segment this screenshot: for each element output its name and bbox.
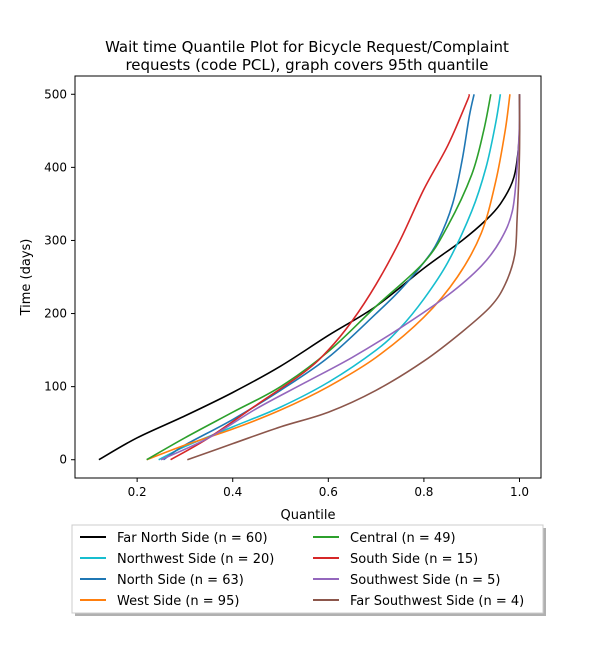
x-axis-ticks: 0.2 0.4 0.6 0.8 1.0 — [128, 478, 529, 499]
y-tick-label: 400 — [44, 160, 67, 174]
plot-lines — [98, 94, 521, 461]
legend-label: Southwest Side (n = 5) — [350, 573, 500, 588]
y-tick-label: 300 — [44, 233, 67, 247]
y-axis-ticks: 0 100 200 300 400 500 — [44, 87, 75, 467]
chart-title-line2: requests (code PCL), graph covers 95th q… — [125, 56, 488, 74]
y-tick-label: 0 — [59, 453, 67, 467]
legend-label: Far North Side (n = 60) — [117, 531, 268, 546]
series-line-4 — [146, 94, 492, 461]
y-tick-label: 200 — [44, 307, 67, 321]
legend-box — [71, 524, 544, 614]
plot-frame — [74, 75, 542, 479]
series-line-5 — [170, 94, 471, 461]
y-axis-label: Time (days) — [19, 239, 34, 317]
legend-label: Northwest Side (n = 20) — [117, 552, 274, 567]
y-tick-label: 500 — [44, 87, 67, 101]
series-line-1 — [158, 94, 502, 461]
legend-label: North Side (n = 63) — [117, 573, 244, 588]
series-line-0 — [98, 94, 521, 461]
legend-label: Far Southwest Side (n = 4) — [350, 594, 524, 609]
legend-items: Far North Side (n = 60) Northwest Side (n… — [80, 531, 524, 609]
chart-title-line1: Wait time Quantile Plot for Bicycle Requ… — [105, 38, 509, 56]
legend: Far North Side (n = 60) Northwest Side (n… — [71, 524, 546, 616]
legend-label: Central (n = 49) — [350, 531, 456, 546]
x-tick-label: 0.4 — [223, 485, 242, 499]
series-line-7 — [187, 94, 521, 461]
x-tick-label: 0.6 — [319, 485, 338, 499]
legend-label: South Side (n = 15) — [350, 552, 478, 567]
series-line-3 — [146, 94, 511, 461]
series-line-6 — [160, 94, 521, 461]
x-axis-label: Quantile — [281, 508, 336, 523]
x-tick-label: 0.8 — [414, 485, 433, 499]
y-tick-label: 100 — [44, 380, 67, 394]
legend-label: West Side (n = 95) — [117, 594, 239, 609]
x-tick-label: 0.2 — [128, 485, 147, 499]
series-line-2 — [162, 94, 475, 461]
x-tick-label: 1.0 — [510, 485, 529, 499]
